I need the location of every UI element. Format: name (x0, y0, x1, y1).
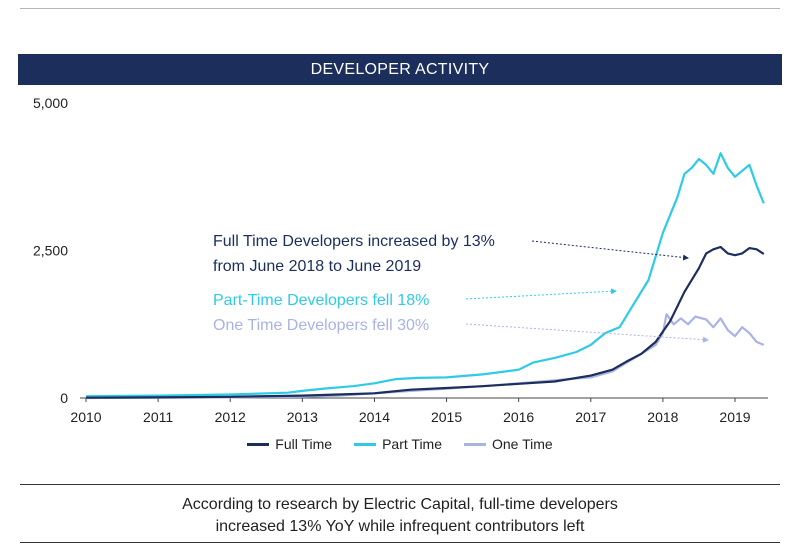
annotation-full-time-line1: Full Time Developers increased by 13% (213, 233, 495, 250)
x-tick-label: 2014 (359, 409, 390, 425)
series-line-part-time (85, 152, 765, 398)
footer-divider-top (20, 484, 780, 485)
y-axis: 5,000 2,500 0 (33, 95, 68, 406)
chart-legend: Full Time Part Time One Time (0, 436, 800, 452)
annotation-full-time-line2: from June 2018 to June 2019 (213, 258, 421, 275)
legend-swatch-part-time (354, 442, 377, 446)
annotation-arrow-full-time (531, 240, 689, 261)
annotation-arrow-part-time (465, 288, 617, 300)
legend-item-full-time: Full Time (247, 436, 332, 452)
x-tick-label: 2011 (143, 409, 173, 425)
footer-line-2: increased 13% YoY while infrequent contr… (215, 518, 585, 535)
annotation-arrow-one-time (465, 323, 709, 343)
footer-caption: According to research by Electric Capita… (20, 494, 780, 538)
legend-label-part-time: Part Time (382, 436, 442, 452)
series-line-full-time (85, 245, 765, 399)
chart-banner: DEVELOPER ACTIVITY (18, 54, 782, 85)
x-tick-label: 2013 (287, 409, 318, 425)
x-axis: 2010 2011 2012 2013 2014 2015 2016 2017 2018 2019 (70, 398, 751, 425)
legend-swatch-full-time (247, 442, 270, 446)
footer-divider-bottom (20, 542, 780, 543)
legend-swatch-one-time (464, 442, 486, 446)
legend-item-one-time: One Time (464, 436, 553, 452)
top-divider (20, 8, 780, 9)
legend-item-part-time: Part Time (354, 436, 442, 452)
legend-label-full-time: Full Time (275, 436, 333, 452)
annotation-one-time: One Time Developers fell 30% (213, 317, 429, 334)
developer-activity-chart: 5,000 2,500 0 2010 2011 2012 2013 2014 2015 2016… (33, 95, 768, 425)
footer-line-1: According to research by Electric Capita… (182, 496, 618, 513)
legend-label-one-time: One Time (492, 436, 553, 452)
x-tick-label: 2016 (503, 409, 534, 425)
series-lines (85, 152, 765, 400)
x-tick-label: 2017 (575, 409, 606, 425)
y-tick-label: 2,500 (33, 243, 68, 259)
banner-title: DEVELOPER ACTIVITY (310, 60, 490, 78)
y-tick-label: 0 (60, 390, 68, 406)
x-tick-label: 2012 (215, 409, 246, 425)
x-tick-label: 2019 (719, 409, 750, 425)
annotation-part-time: Part-Time Developers fell 18% (213, 292, 429, 309)
x-tick-label: 2018 (647, 409, 678, 425)
x-tick-label: 2015 (431, 409, 462, 425)
y-tick-label: 5,000 (33, 95, 68, 111)
x-tick-label: 2010 (70, 409, 101, 425)
